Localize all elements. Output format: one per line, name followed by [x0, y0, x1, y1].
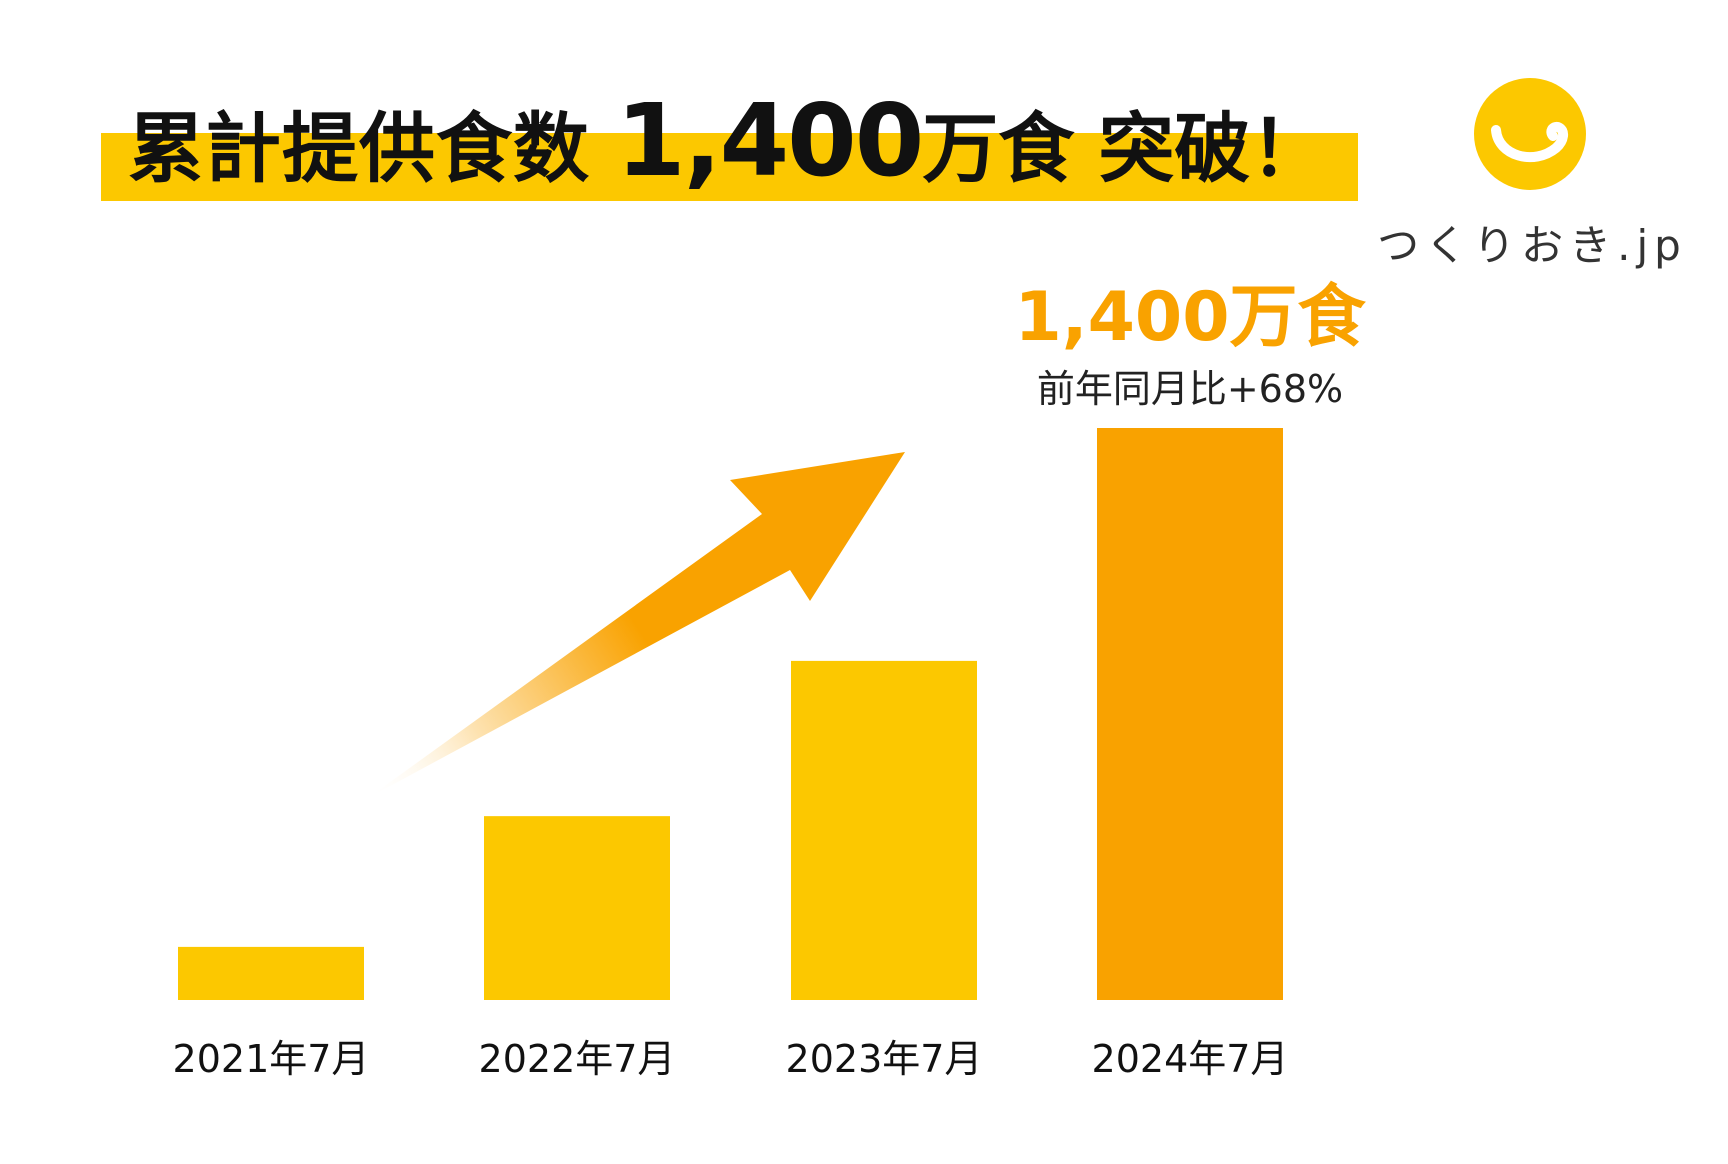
headline-unit: 万食 — [922, 104, 1075, 193]
brand-logo: つくりおき.jp — [1372, 78, 1692, 270]
growth-arrow — [368, 452, 905, 798]
x-tick-label-3: 2023年7月 — [786, 1037, 983, 1081]
headline-label: 累計提供食数 — [128, 104, 590, 193]
title-highlight-band — [101, 133, 1358, 201]
bars-group — [178, 428, 1283, 1000]
logo-smile — [1491, 121, 1568, 162]
x-tick-label-4: 2024年7月 — [1092, 1037, 1289, 1081]
annotation-value-label: 1,400万食 — [1014, 278, 1366, 357]
bar-3 — [791, 660, 977, 1000]
bar-2 — [484, 816, 670, 1000]
x-tick-label-2: 2022年7月 — [479, 1037, 676, 1081]
annotation-growth-label: 前年同月比+68% — [1037, 367, 1343, 411]
bar-4 — [1097, 428, 1283, 1000]
logo-wordmark: つくりおき.jp — [1377, 221, 1687, 270]
x-axis-labels: 2021年7月 2022年7月 2023年7月 2024年7月 — [173, 1037, 1289, 1081]
headline-suffix: 突破！ — [1098, 104, 1327, 193]
logo-circle — [1474, 78, 1586, 190]
headline: 累計提供食数 1,400 万食 突破！ — [128, 82, 1326, 199]
smile-icon — [1474, 78, 1586, 190]
headline-number: 1,400 — [616, 82, 924, 199]
x-tick-label-1: 2021年7月 — [173, 1037, 370, 1081]
bar-1 — [178, 946, 364, 1000]
